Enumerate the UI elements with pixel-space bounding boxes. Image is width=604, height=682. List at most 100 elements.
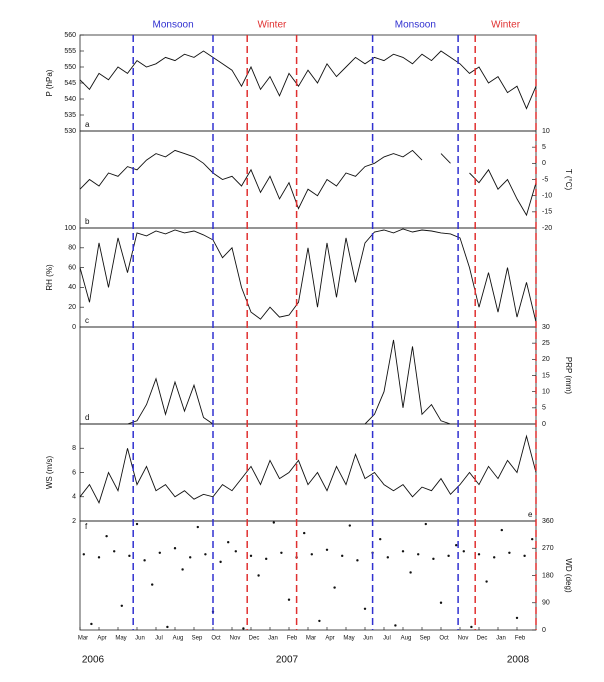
panel-frame [79,34,537,132]
x-tick-label: Nov [458,636,469,642]
period-label: Winter [257,20,287,31]
data-point [242,627,245,630]
x-tick-label: Apr [325,636,334,642]
y-tick-label: -15 [542,209,552,216]
year-label: 2007 [276,655,299,666]
panel-frame [79,227,537,328]
y-tick-label: -20 [542,225,552,232]
y-tick-label: 80 [68,245,76,252]
data-point [409,571,412,574]
y-tick-label: 100 [64,225,76,232]
data-point [493,556,496,559]
data-line [79,149,423,210]
data-point [97,556,101,559]
y-tick-label: 8 [72,445,76,452]
data-point [432,557,435,561]
panel-letter: b [85,217,90,226]
data-point [90,622,93,626]
y-tick-label: 10 [542,128,550,135]
y-tick-label: 5 [542,405,546,412]
data-point [356,559,359,562]
data-line [79,228,537,323]
x-tick-label: Sep [192,636,203,642]
panel-frame [79,130,537,229]
y-axis-label: T (°C) [564,169,573,191]
data-point [128,554,131,558]
x-tick-label: Nov [230,636,241,642]
x-tick-label: Jan [268,636,278,642]
data-point [379,537,382,541]
y-tick-label: -10 [542,193,552,200]
year-label: 2006 [82,655,105,666]
period-label: Monsoon [153,20,194,31]
data-point [318,619,321,623]
data-point [143,559,146,562]
data-point [173,547,177,550]
y-tick-label: 0 [542,627,546,634]
y-tick-label: 0 [542,160,546,167]
panel-letter: e [528,510,533,519]
y-tick-label: 10 [542,389,550,396]
x-tick-label: Oct [439,636,449,642]
y-tick-label: 360 [542,518,554,525]
data-point [113,550,116,553]
y-tick-label: 535 [64,112,76,119]
data-line [469,168,537,217]
x-tick-label: Dec [249,636,260,642]
x-tick-label: Apr [97,636,106,642]
panel-letter: a [85,120,90,129]
data-point [470,625,473,629]
data-point [265,557,268,561]
panel-frame [79,423,537,522]
x-tick-label: May [115,636,126,642]
y-tick-label: 270 [542,545,554,552]
data-point [280,551,283,554]
x-tick-label: Feb [515,636,526,642]
data-point [508,551,511,554]
year-label: 2008 [507,655,530,666]
data-point [196,525,199,529]
data-point [341,554,344,558]
data-point [189,556,192,559]
x-tick-label: Jun [363,636,373,642]
y-tick-label: 545 [64,80,76,87]
data-line [80,339,536,425]
period-label: Winter [491,20,521,31]
x-tick-label: Jan [496,636,506,642]
data-point [204,553,207,556]
y-tick-label: 530 [64,128,76,135]
data-point [485,580,488,583]
data-point [158,551,161,554]
data-point [515,616,519,620]
x-tick-label: Jul [383,636,391,642]
data-point [333,586,336,589]
data-point [417,553,420,556]
x-tick-label: Oct [211,636,221,642]
y-axis-label: WS (m/s) [45,456,54,490]
x-tick-label: Dec [477,636,488,642]
data-point [424,522,427,526]
x-tick-label: Sep [420,636,431,642]
data-point [303,531,306,535]
data-point [105,534,108,538]
data-point [325,548,329,551]
panel-letter: c [85,316,89,325]
y-tick-label: -5 [542,176,548,183]
y-tick-label: 30 [542,324,550,331]
data-point [439,601,443,604]
panel-frame [79,326,537,425]
y-tick-label: 20 [68,304,76,311]
data-point [386,556,389,559]
y-axis-label: RH (%) [45,264,54,291]
y-tick-label: 90 [542,600,550,607]
period-label: Monsoon [395,20,436,31]
data-point [523,554,526,558]
y-tick-label: 180 [542,572,554,579]
data-point [310,553,313,556]
data-point [394,624,397,627]
y-tick-label: 60 [68,264,76,271]
x-tick-label: May [343,636,354,642]
y-axis-label: P (hPa) [45,69,54,96]
data-point [348,524,351,527]
